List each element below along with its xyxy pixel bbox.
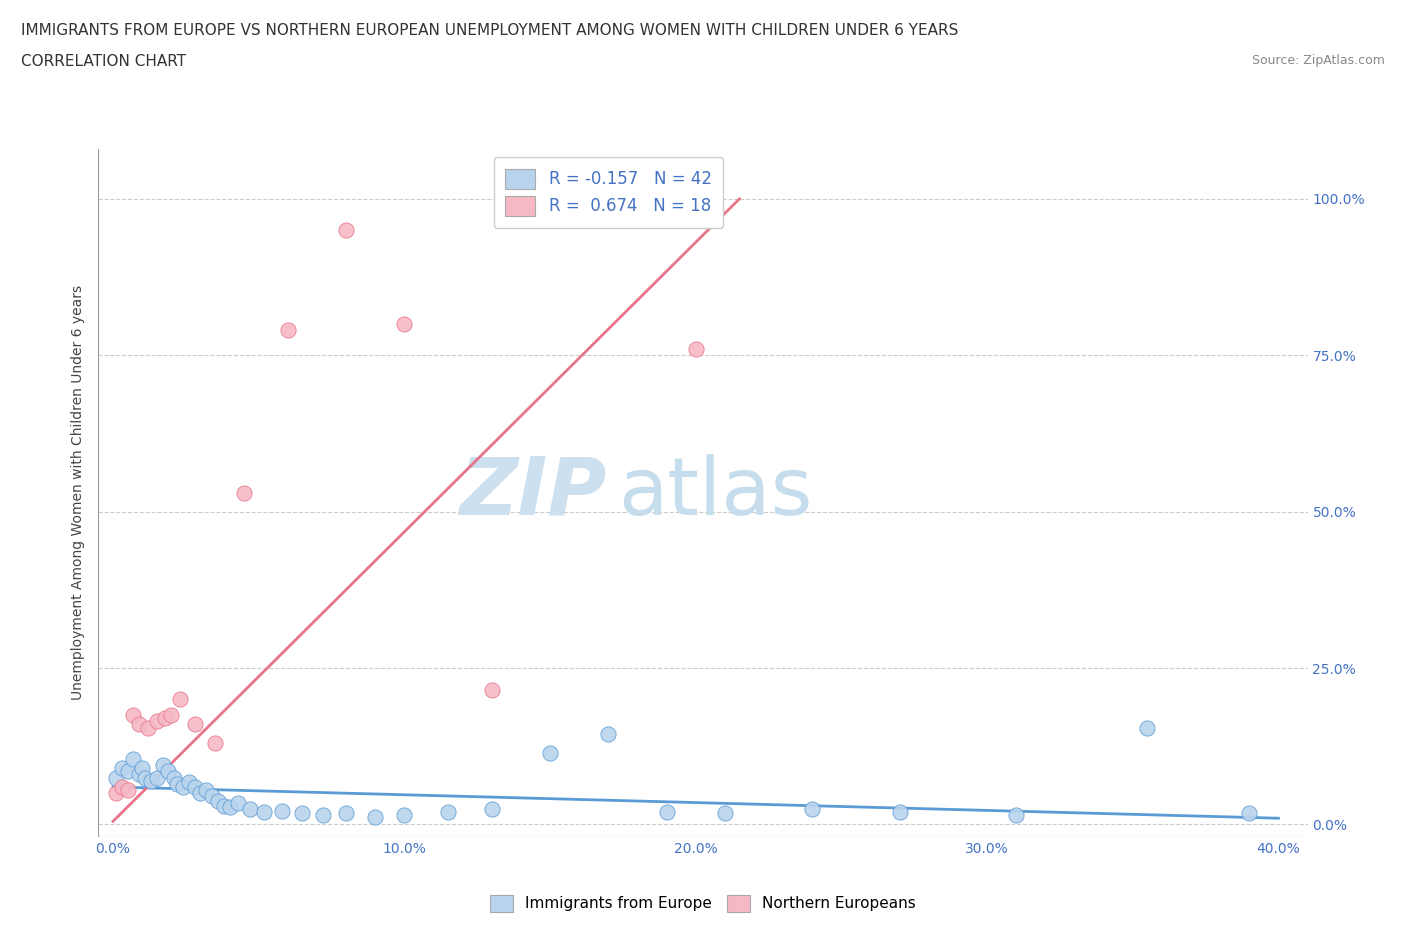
Point bbox=[801, 802, 824, 817]
Point bbox=[1239, 805, 1261, 820]
Point bbox=[277, 323, 299, 338]
Point bbox=[117, 783, 139, 798]
Point bbox=[207, 793, 229, 808]
Legend: Immigrants from Europe, Northern Europeans: Immigrants from Europe, Northern Europea… bbox=[484, 889, 922, 918]
Point bbox=[253, 804, 276, 819]
Point bbox=[714, 805, 737, 820]
Point bbox=[111, 779, 134, 794]
Point bbox=[134, 770, 156, 785]
Point bbox=[139, 773, 162, 788]
Text: Source: ZipAtlas.com: Source: ZipAtlas.com bbox=[1251, 54, 1385, 67]
Point bbox=[364, 809, 387, 824]
Point bbox=[204, 736, 226, 751]
Point bbox=[131, 761, 153, 776]
Point bbox=[177, 775, 200, 790]
Point bbox=[111, 761, 134, 776]
Point bbox=[538, 745, 561, 760]
Point bbox=[1136, 720, 1159, 735]
Text: CORRELATION CHART: CORRELATION CHART bbox=[21, 54, 186, 69]
Point bbox=[291, 805, 314, 820]
Text: IMMIGRANTS FROM EUROPE VS NORTHERN EUROPEAN UNEMPLOYMENT AMONG WOMEN WITH CHILDR: IMMIGRANTS FROM EUROPE VS NORTHERN EUROP… bbox=[21, 23, 959, 38]
Point bbox=[128, 767, 150, 782]
Point bbox=[271, 804, 294, 818]
Point bbox=[394, 807, 416, 822]
Point bbox=[481, 802, 503, 817]
Point bbox=[201, 789, 224, 804]
Point bbox=[145, 770, 167, 785]
Point bbox=[1005, 807, 1028, 822]
Point bbox=[598, 726, 620, 741]
Y-axis label: Unemployment Among Women with Children Under 6 years: Unemployment Among Women with Children U… bbox=[72, 286, 86, 700]
Point bbox=[172, 779, 194, 794]
Text: ZIP: ZIP bbox=[458, 454, 606, 532]
Point bbox=[128, 717, 150, 732]
Point bbox=[233, 485, 256, 500]
Point bbox=[122, 751, 145, 766]
Legend: R = -0.157   N = 42, R =  0.674   N = 18: R = -0.157 N = 42, R = 0.674 N = 18 bbox=[494, 157, 723, 228]
Point bbox=[212, 798, 235, 813]
Point bbox=[239, 802, 262, 817]
Point bbox=[218, 800, 240, 815]
Point bbox=[655, 804, 678, 819]
Point bbox=[183, 717, 205, 732]
Point bbox=[685, 341, 707, 356]
Point bbox=[169, 692, 191, 707]
Point bbox=[152, 758, 174, 773]
Point bbox=[195, 783, 218, 798]
Point bbox=[166, 777, 188, 791]
Point bbox=[163, 770, 186, 785]
Point bbox=[104, 786, 127, 801]
Point bbox=[226, 795, 249, 810]
Point bbox=[190, 786, 212, 801]
Point bbox=[481, 683, 503, 698]
Point bbox=[160, 708, 183, 723]
Point bbox=[155, 711, 177, 725]
Point bbox=[335, 805, 357, 820]
Text: atlas: atlas bbox=[619, 454, 813, 532]
Point bbox=[889, 804, 911, 819]
Point bbox=[183, 779, 205, 794]
Point bbox=[312, 807, 335, 822]
Point bbox=[104, 770, 127, 785]
Point bbox=[122, 708, 145, 723]
Point bbox=[437, 804, 460, 819]
Point bbox=[117, 764, 139, 778]
Point bbox=[145, 714, 167, 729]
Point bbox=[394, 316, 416, 331]
Point bbox=[136, 720, 159, 735]
Point bbox=[335, 222, 357, 237]
Point bbox=[157, 764, 180, 778]
